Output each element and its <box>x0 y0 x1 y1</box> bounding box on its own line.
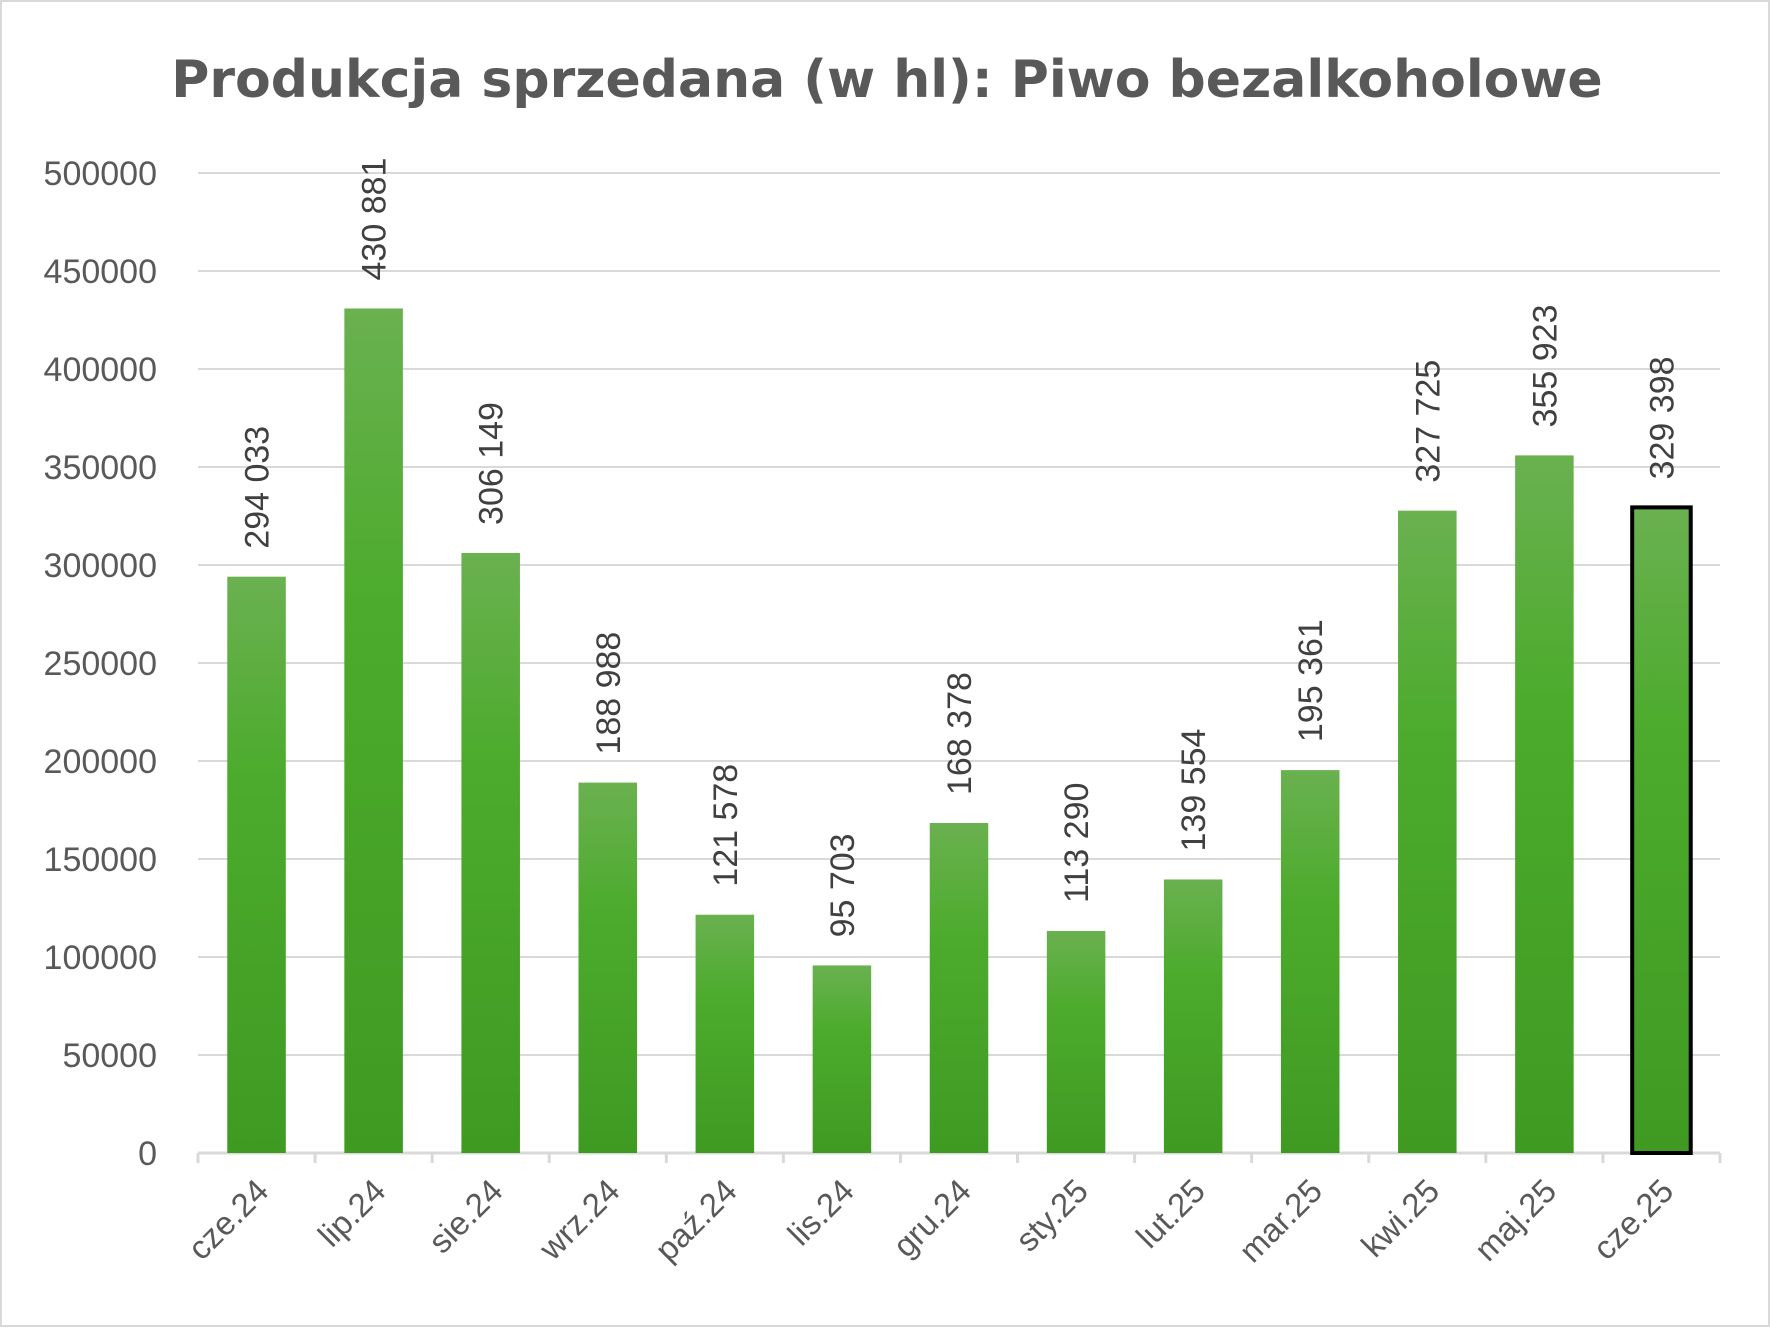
x-tick-label: paź.24 <box>648 1172 744 1268</box>
bar-lip.24 <box>344 308 403 1153</box>
bar-cze.24 <box>227 576 286 1153</box>
x-tick-label: sty.25 <box>1008 1172 1095 1259</box>
y-tick-label: 450000 <box>44 253 157 291</box>
bar-mar.25 <box>1280 770 1340 1153</box>
x-tick-label: cze.24 <box>181 1172 276 1267</box>
x-tick-label: lis.24 <box>780 1172 861 1253</box>
data-label: 188 988 <box>590 632 628 755</box>
bar-sty.25 <box>1046 930 1106 1153</box>
y-axis-ticks: 0 50000 100000 150000 200000 250000 300000 3500… <box>44 155 157 1173</box>
y-tick-label: 200000 <box>44 743 157 781</box>
y-tick-label: 500000 <box>44 155 157 193</box>
y-tick-label: 350000 <box>44 449 157 487</box>
gridlines <box>196 172 1722 1163</box>
bar-maj.25 <box>1515 455 1574 1153</box>
x-tick-label: cze.25 <box>1585 1172 1680 1267</box>
bar-paź.24 <box>695 914 755 1153</box>
bar-cze.25 <box>1630 505 1693 1155</box>
bars <box>227 308 1693 1155</box>
data-labels: 294 033 430 881 306 149 188 988 121 578 95 70… <box>239 158 1682 938</box>
x-tick-label: wrz.24 <box>531 1172 627 1268</box>
data-label: 121 578 <box>707 764 745 887</box>
y-tick-label: 150000 <box>44 841 157 879</box>
y-tick-label: 250000 <box>44 645 157 683</box>
x-axis-ticks: cze.24 lip.24 sie.24 wrz.24 paź.24 lis.24 gru.… <box>181 1172 1681 1270</box>
data-label: 430 881 <box>356 158 394 281</box>
bar-lut.25 <box>1163 879 1223 1153</box>
y-tick-label: 50000 <box>62 1037 157 1075</box>
x-tick-label: sie.24 <box>421 1172 509 1260</box>
x-tick-label: mar.25 <box>1232 1172 1330 1270</box>
bar-wrz.24 <box>578 782 638 1153</box>
y-tick-label: 0 <box>138 1135 157 1173</box>
y-tick-label: 300000 <box>44 547 157 585</box>
data-label: 294 033 <box>239 426 277 549</box>
chart-title: Produkcja sprzedana (w hl): Piwo bezalko… <box>171 50 1602 110</box>
x-tick-label: kwi.25 <box>1354 1172 1446 1264</box>
x-tick-label: lut.25 <box>1129 1172 1212 1255</box>
data-label: 329 398 <box>1643 356 1681 479</box>
data-label: 327 725 <box>1409 360 1447 483</box>
x-tick-label: gru.24 <box>886 1172 978 1264</box>
data-label: 113 290 <box>1058 783 1096 903</box>
x-tick-label: maj.25 <box>1467 1172 1563 1268</box>
bar-kwi.25 <box>1398 510 1457 1153</box>
x-tick-label: lip.24 <box>311 1172 393 1254</box>
data-label: 168 378 <box>941 672 979 795</box>
data-label: 355 923 <box>1526 304 1564 427</box>
data-label: 195 361 <box>1292 619 1330 742</box>
y-tick-label: 100000 <box>44 939 157 977</box>
data-label: 306 149 <box>473 402 511 525</box>
y-tick-label: 400000 <box>44 351 157 389</box>
bar-gru.24 <box>929 822 989 1153</box>
bar-lis.24 <box>812 965 872 1153</box>
data-label: 95 703 <box>824 833 862 937</box>
data-label: 139 554 <box>1175 729 1213 852</box>
bar-sie.24 <box>461 552 520 1153</box>
